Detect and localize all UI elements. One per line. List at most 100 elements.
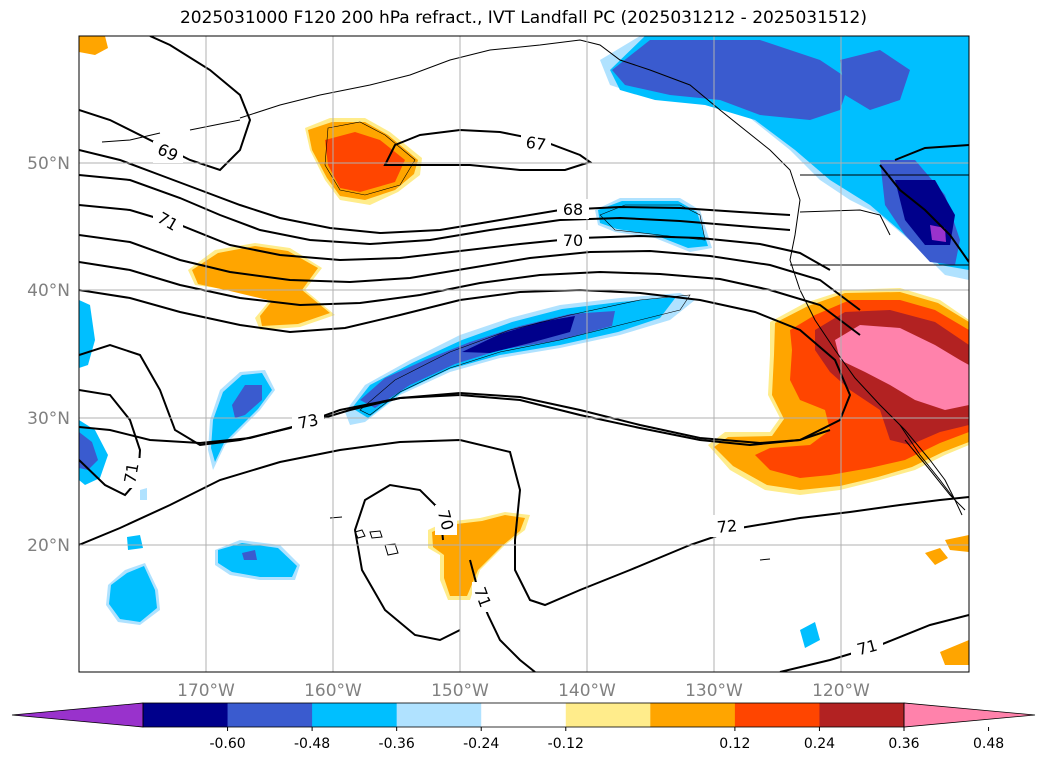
shade-canada-blue1 xyxy=(612,40,850,120)
shade-20n-blue xyxy=(242,550,257,560)
contour-label-bg xyxy=(557,230,589,250)
coast-alaska xyxy=(239,39,956,501)
contour-72 xyxy=(79,261,861,336)
shade-hawaii-orange xyxy=(432,515,525,596)
colorbar-segment xyxy=(819,703,905,727)
contour-label-bg xyxy=(153,141,183,163)
contour-70c xyxy=(353,483,461,642)
contour-72b xyxy=(879,164,969,263)
shade-se-a xyxy=(925,548,948,565)
colorbar-segment xyxy=(481,703,567,727)
shade-outlines xyxy=(324,121,706,416)
shade-midpac-orange xyxy=(192,246,330,326)
coast-baja xyxy=(899,424,963,516)
colorbar-tick-label: -0.60 xyxy=(209,736,245,752)
colorbar-tick-label: -0.48 xyxy=(294,736,330,752)
contour-label-bg xyxy=(710,515,744,537)
figure-title: 2025031000 F120 200 hPa refract., IVT La… xyxy=(179,8,867,28)
shade-small-c xyxy=(140,488,147,500)
outline-45n xyxy=(599,204,706,241)
colorbar-segment xyxy=(143,703,229,727)
contour-label-72: 72 xyxy=(716,516,738,537)
colorbar-tick-label: -0.12 xyxy=(548,736,584,752)
shade-goa-red xyxy=(325,132,405,192)
lon-label-120w: 120°W xyxy=(812,681,870,701)
plot-frame xyxy=(78,35,970,673)
colorbar-ticks: -0.60 -0.48 -0.36 -0.24 -0.12 0.12 0.24 0.36 0.4… xyxy=(209,727,1004,752)
coast-hawaii-c xyxy=(384,543,399,556)
colorbar-tick-label: 0.48 xyxy=(973,736,1004,752)
contour-label-bg xyxy=(292,410,324,432)
coast-aleutian-b xyxy=(189,119,241,131)
contour-71f xyxy=(894,144,969,161)
colorbar-segments xyxy=(143,703,905,727)
lat-axis-labels: 50°N 40°N 30°N 20°N xyxy=(27,154,70,556)
contour-70b xyxy=(79,438,969,607)
shade-small-b xyxy=(800,622,820,648)
contour-label-73: 73 xyxy=(296,410,320,433)
lon-label-160w: 160°W xyxy=(304,681,362,701)
shade-ca-pink xyxy=(835,325,969,410)
coast-islands-b xyxy=(759,558,771,561)
shade-band-navy xyxy=(462,316,575,353)
lon-label-130w: 130°W xyxy=(685,681,743,701)
coast-islands-a xyxy=(329,516,343,519)
shade-idaho-purple xyxy=(930,225,946,242)
shade-20n-cyan xyxy=(218,543,297,577)
colorbar: -0.60 -0.48 -0.36 -0.24 -0.12 0.12 0.24 0.36 0.4… xyxy=(11,702,1036,752)
contour-label-71b: 71 xyxy=(120,461,142,484)
shade-west-edge-c xyxy=(79,432,98,470)
contour-label-bg xyxy=(153,210,183,232)
contour-label-bg xyxy=(521,133,551,153)
contour-68 xyxy=(79,174,791,246)
contour-73 xyxy=(79,343,831,447)
shade-se-c xyxy=(940,640,969,665)
contour-label-71d: 71 xyxy=(855,636,880,660)
contour-label-70b: 70 xyxy=(434,508,458,533)
contour-label-bg xyxy=(435,505,457,535)
colorbar-max-extend xyxy=(903,702,1036,728)
colorbar-tick-label: -0.24 xyxy=(463,736,499,752)
contour-label-bg xyxy=(472,582,494,612)
shade-165w-blue xyxy=(232,385,262,418)
contour-label-bg xyxy=(120,458,142,488)
colorbar-segment xyxy=(565,703,651,727)
lat-label-30n: 30°N xyxy=(27,409,70,429)
contour-label-67: 67 xyxy=(525,133,548,155)
contour-label-70: 70 xyxy=(563,231,583,250)
contour-71 xyxy=(79,234,861,311)
colorbar-segment xyxy=(227,703,313,727)
lon-label-170w: 170°W xyxy=(177,681,235,701)
colorbar-frame xyxy=(142,702,905,728)
colorbar-tick-label: 0.24 xyxy=(804,736,835,752)
lon-axis-labels: 170°W 160°W 150°W 140°W 130°W 120°W xyxy=(177,681,870,701)
shade-45n-cyan xyxy=(598,201,708,248)
colorbar-segment xyxy=(650,703,736,727)
shade-small-a xyxy=(127,535,143,550)
contour-label-bg xyxy=(851,636,883,658)
colorbar-min-extend xyxy=(11,702,144,728)
colorbar-segment xyxy=(734,703,820,727)
coast-mexico xyxy=(904,439,966,511)
lat-label-20n: 20°N xyxy=(27,536,70,556)
coast-canada-border xyxy=(799,209,891,236)
contour-labels: 67 68 69 70 71 73 71 70 71 72 71 xyxy=(120,133,883,660)
contour-label-bg xyxy=(557,199,589,219)
shade-se-b xyxy=(945,535,969,552)
coast-aleutian-a xyxy=(101,132,161,143)
shading-layer xyxy=(79,36,969,665)
colorbar-tick-label: -0.36 xyxy=(379,736,415,752)
lat-label-50n: 50°N xyxy=(27,154,70,174)
contour-67 xyxy=(383,128,593,171)
lat-label-40n: 40°N xyxy=(27,281,70,301)
shade-15n-cyan xyxy=(109,566,157,622)
contour-69 xyxy=(79,36,252,172)
shade-canada-blue2 xyxy=(840,50,910,110)
outline-band xyxy=(359,294,691,416)
colorbar-segment xyxy=(396,703,482,727)
colorbar-segment xyxy=(312,703,398,727)
colorbar-tick-label: 0.36 xyxy=(888,736,919,752)
lon-label-150w: 150°W xyxy=(431,681,489,701)
shade-nw-corner xyxy=(79,36,108,55)
